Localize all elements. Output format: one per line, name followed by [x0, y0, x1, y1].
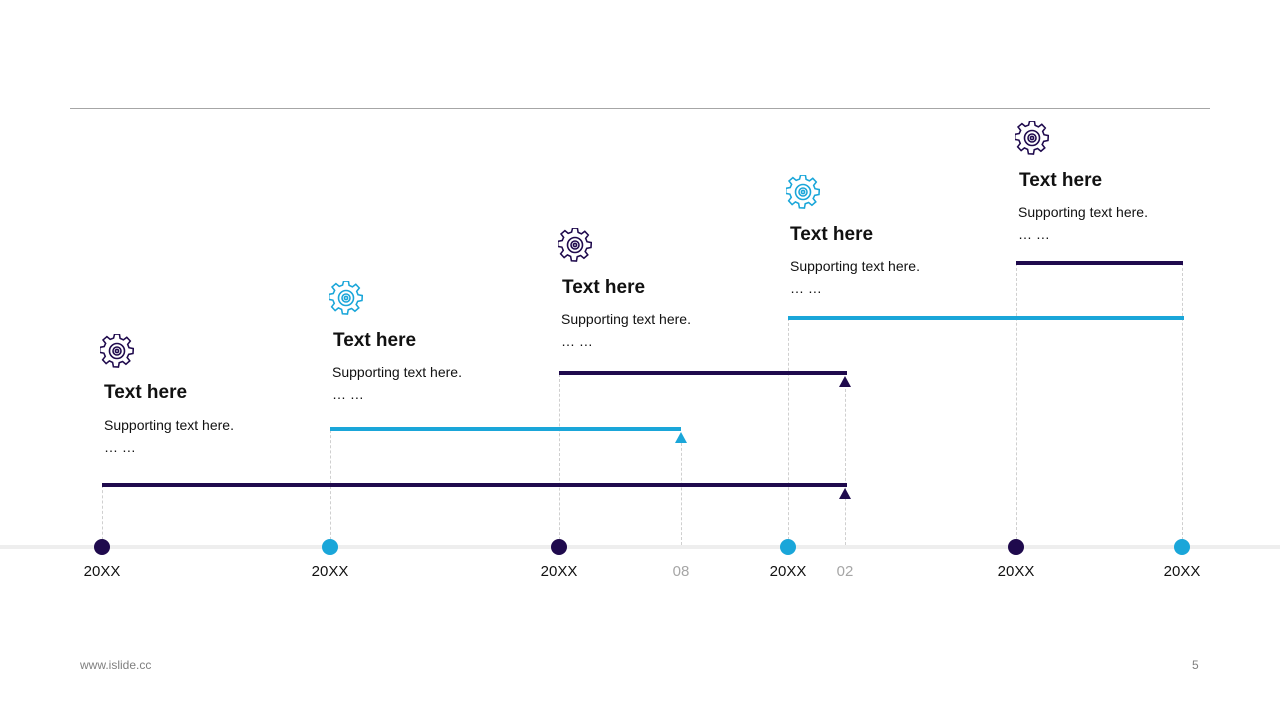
milestone-title: Text here [104, 382, 188, 403]
month-label: 08 [672, 563, 690, 580]
milestone-support-text: Supporting text here. [790, 258, 920, 274]
year-label: 20XX [311, 563, 349, 580]
end-marker-triangle [839, 488, 851, 499]
page-number: 5 [1192, 658, 1199, 672]
duration-bar-4 [788, 316, 1184, 320]
duration-bar-5 [1016, 261, 1183, 265]
timeline-dot [780, 539, 796, 555]
gear-icon [329, 281, 363, 315]
year-label: 20XX [769, 563, 807, 580]
milestone-ellipsis: … … [332, 386, 364, 402]
milestone-support-text: Supporting text here. [104, 417, 234, 433]
guide-line [681, 438, 682, 545]
gear-icon [1015, 121, 1049, 155]
guide-line [102, 485, 103, 545]
gear-icon [558, 228, 592, 262]
milestone-ellipsis: … … [790, 280, 822, 296]
year-label: 20XX [997, 563, 1035, 580]
end-marker-triangle [675, 432, 687, 443]
year-label: 20XX [1163, 563, 1201, 580]
milestone-title: Text here [333, 330, 417, 351]
milestone-ellipsis: … … [561, 333, 593, 349]
timeline-dot [551, 539, 567, 555]
duration-bar-3 [559, 371, 847, 375]
gear-icon [786, 175, 820, 209]
guide-line [330, 430, 331, 545]
guide-line [788, 318, 789, 545]
timeline-dot [1008, 539, 1024, 555]
month-label: 02 [836, 563, 854, 580]
milestone-title: Text here [1019, 170, 1103, 191]
duration-bar-2 [330, 427, 681, 431]
milestone-support-text: Supporting text here. [332, 364, 462, 380]
timeline-dot [322, 539, 338, 555]
guide-line [1016, 263, 1017, 545]
duration-bar-1 [102, 483, 847, 487]
year-label: 20XX [540, 563, 578, 580]
guide-line [1182, 263, 1183, 545]
milestone-ellipsis: … … [104, 439, 136, 455]
timeline-dot [94, 539, 110, 555]
milestone-support-text: Supporting text here. [1018, 204, 1148, 220]
milestone-title: Text here [790, 224, 874, 245]
guide-line [559, 374, 560, 545]
timeline-axis [0, 545, 1280, 549]
guide-line [845, 384, 846, 545]
timeline-dot [1174, 539, 1190, 555]
milestone-title: Text here [562, 277, 646, 298]
year-label: 20XX [83, 563, 121, 580]
gear-icon [100, 334, 134, 368]
milestone-ellipsis: … … [1018, 226, 1050, 242]
end-marker-triangle [839, 376, 851, 387]
top-divider [70, 108, 1210, 109]
footer-website: www.islide.cc [80, 658, 152, 672]
milestone-support-text: Supporting text here. [561, 311, 691, 327]
